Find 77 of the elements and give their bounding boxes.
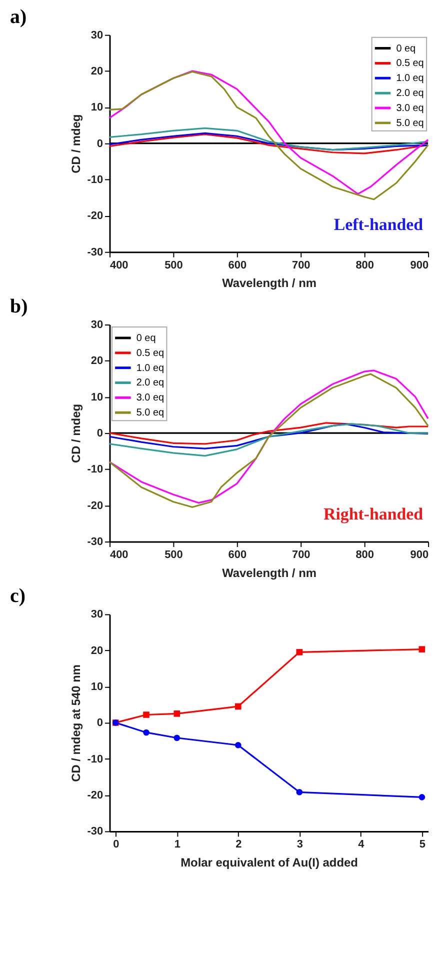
y-tick-label: 20 [90,65,104,78]
legend-label: 0.5 eq [396,58,424,70]
point [143,729,150,736]
legend-label: 5.0 eq [396,118,424,129]
x-tick-label: 3 [296,838,303,851]
chart-title: c) [10,585,26,608]
y-tick-label: -10 [87,464,104,476]
x-tick-label: 800 [356,548,374,561]
y-tick-label: 0 [96,138,104,150]
x-tick-label: 400 [110,259,128,272]
annotation: Right-handed [323,504,424,524]
y-tick-label: -30 [87,536,104,548]
legend-label: 3.0 eq [396,102,424,114]
y-axis-title: CD / mdeg [69,114,84,174]
y-tick-label: -20 [87,500,104,512]
line-series [108,423,429,450]
chart-title: a) [10,6,27,28]
line-series [108,423,429,457]
y-tick-label: 10 [90,391,104,404]
point [235,703,242,710]
y-tick-label: -30 [87,246,104,258]
y-tick-label: 30 [90,29,104,42]
x-tick-label: 700 [292,259,310,272]
legend-label: 0 eq [396,43,416,54]
legend-label: 0.5 eq [136,348,164,359]
y-tick-label: -20 [87,790,104,802]
x-tick-label: 700 [292,548,310,561]
y-tick-label: -30 [87,826,104,838]
x-axis-title: Wavelength / nm [222,566,316,580]
x-tick-label: 500 [164,259,183,272]
line-series [108,134,429,154]
x-axis-title: Molar equivalent of Au(I) added [180,856,358,870]
y-tick-label: 30 [90,608,104,621]
line-series [108,127,429,151]
x-tick-label: 900 [410,548,429,561]
legend-label: 5.0 eq [136,408,164,419]
chart-title: b) [10,296,28,318]
legend-label: 1.0 eq [396,73,424,84]
point [235,742,242,748]
x-tick-label: 800 [356,259,374,272]
y-tick-label: -20 [87,210,104,222]
y-tick-label: 10 [90,102,104,114]
annotation: Left-handed [334,214,424,234]
point [418,646,426,652]
y-tick-label: 20 [90,644,104,657]
x-tick-label: 2 [236,838,242,851]
point [174,734,180,742]
x-tick-label: 900 [410,259,429,272]
point [174,710,180,717]
x-tick-label: 400 [110,548,128,561]
point [296,789,303,796]
x-tick-label: 5 [419,838,426,851]
y-tick-label: -10 [87,174,104,186]
line-series [108,422,429,445]
x-tick-label: 500 [164,548,183,561]
y-tick-label: 20 [90,355,104,368]
x-tick-label: 4 [358,838,366,851]
legend-label: 2.0 eq [396,88,424,100]
legend-label: 2.0 eq [136,378,164,389]
y-tick-label: 0 [96,428,104,440]
x-tick-label: 600 [228,548,247,561]
y-axis-title: CD / mdeg [69,404,84,464]
y-tick-label: 0 [96,717,104,730]
legend-label: 0 eq [136,332,156,344]
x-tick-label: 600 [228,259,247,272]
legend-label: 1.0 eq [136,362,164,374]
point [143,712,150,718]
x-axis-title: Wavelength / nm [222,276,316,290]
x-tick-label: 0 [113,838,120,851]
y-tick-label: 30 [90,319,104,331]
point [418,794,426,800]
y-tick-label: -10 [87,753,104,766]
y-axis-title: CD / mdeg at 540 nm [69,664,84,782]
y-tick-label: 10 [90,681,104,694]
legend-label: 3.0 eq [136,392,164,404]
x-tick-label: 1 [174,838,180,851]
point [296,649,303,656]
